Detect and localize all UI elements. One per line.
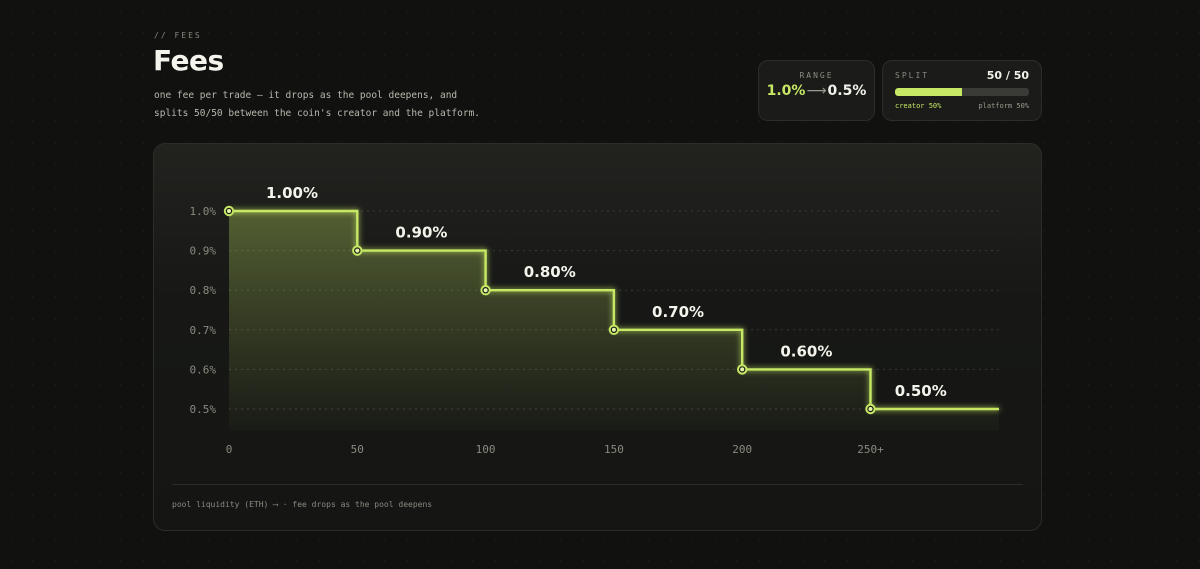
split-label: SPLIT [895, 71, 930, 80]
data-point-core [740, 367, 745, 372]
section-eyebrow: // FEES [154, 31, 202, 40]
chart-footer-divider [172, 484, 1023, 485]
fee-area-fill [229, 211, 999, 431]
data-point-core [483, 288, 488, 293]
x-tick-label: 50 [351, 443, 364, 456]
data-label: 1.00% [266, 184, 318, 202]
data-point-core [868, 407, 873, 411]
y-tick-label: 0.6% [190, 363, 217, 376]
description-line: splits 50/50 between the coin's creator … [154, 107, 481, 119]
fee-step-line [229, 209, 999, 411]
arrow-right-icon: ⟶ [806, 83, 827, 99]
x-tick-label: 200 [732, 443, 752, 456]
y-tick-label: 1.0% [190, 205, 217, 218]
x-tick-label: 250+ [857, 443, 884, 456]
data-point-core [355, 248, 360, 253]
data-label: 0.80% [524, 263, 576, 281]
data-point-core [227, 209, 231, 213]
split-bar [895, 88, 1029, 96]
x-tick-label: 0 [226, 443, 233, 456]
range-values: 1.0%⟶0.5% [759, 83, 874, 99]
split-creator-label: creator 50% [895, 102, 942, 110]
fee-step-chart: 1.00% 0.90% 0.80% 0.70% 0.60% 0.50% 1.0% 0.9% 0… [190, 184, 999, 456]
x-tick-label: 150 [604, 443, 624, 456]
chart-footer-caption: pool liquidity (ETH) ⟶ · fee drops as th… [172, 500, 433, 509]
data-label: 0.60% [780, 342, 832, 360]
page-description: one fee per trade — it drops as the pool… [154, 87, 514, 122]
y-tick-label: 0.8% [190, 284, 217, 297]
split-card: SPLIT 50 / 50 creator 50% platform 50% [882, 60, 1042, 121]
y-tick-label: 0.5% [190, 403, 217, 416]
page-title: Fees [153, 44, 224, 77]
split-bar-creator-fill [895, 88, 962, 96]
x-tick-label: 100 [476, 443, 496, 456]
fee-chart-panel: 1.00% 0.90% 0.80% 0.70% 0.60% 0.50% 1.0% 0.9% 0… [153, 143, 1042, 531]
y-tick-label: 0.9% [190, 245, 217, 258]
range-card: RANGE 1.0%⟶0.5% [758, 60, 875, 121]
split-platform-label: platform 50% [978, 102, 1029, 110]
y-tick-label: 0.7% [190, 324, 217, 337]
data-label: 0.90% [395, 224, 447, 242]
data-label: 0.70% [652, 303, 704, 321]
range-from: 1.0% [766, 83, 806, 99]
range-label: RANGE [799, 71, 834, 80]
description-line: one fee per trade — it drops as the pool… [154, 90, 458, 101]
range-to: 0.5% [827, 83, 867, 99]
data-point-core [611, 327, 616, 332]
split-ratio: 50 / 50 [986, 69, 1029, 82]
data-label: 0.50% [895, 382, 947, 400]
